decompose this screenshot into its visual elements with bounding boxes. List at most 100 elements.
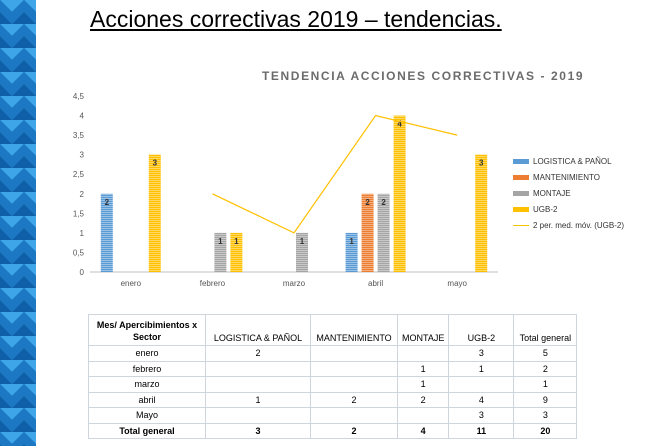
bar-logistica-pa-ol-enero [100,193,113,272]
bar-data-label: 1 [234,237,239,246]
table-cell: 1 [396,376,450,393]
row-label: febrero [88,360,206,377]
table-cell [396,345,450,362]
decorative-side-strip [0,0,36,446]
table-cell [205,360,311,377]
y-tick-label: 3 [80,151,85,160]
table-cell [310,407,398,424]
table-cell: 1 [396,360,450,377]
table-cell [310,345,398,362]
total-cell: 2 [310,422,398,439]
table-header-row: Mes/ Apercibimientos x Sector LOGISTICA … [88,314,578,346]
column-header-montaje: MONTAJE [396,314,450,346]
x-tick-label: marzo [283,279,306,288]
legend-item-ugb2: UGB-2 [513,201,624,217]
y-tick-label: 2,5 [73,170,85,179]
legend-item-trendline: 2 per. med. móv. (UGB-2) [513,217,624,233]
table-cell: 3 [448,345,515,362]
bar-mantenimiento-abril [361,193,374,272]
x-tick-label: mayo [447,279,467,288]
y-tick-label: 0,5 [73,248,85,257]
y-tick-label: 1 [80,229,85,238]
table-total-row: Total general 3 2 4 11 20 [88,422,578,439]
table-cell: 1 [513,376,578,393]
table-cell [310,360,398,377]
y-tick-label: 4,5 [73,92,85,101]
bar-data-label: 2 [105,198,110,207]
bar-logistica-pa-ol-abril [345,232,358,272]
bar-data-label: 3 [153,159,158,168]
total-cell: 20 [513,422,578,439]
bar-data-label: 2 [365,198,370,207]
column-header-ugb2: UGB-2 [448,314,515,346]
summary-table: Mes/ Apercibimientos x Sector LOGISTICA … [88,314,578,439]
table-row: abril 1 2 2 4 9 [88,391,578,408]
table-cell: 3 [448,407,515,424]
table-row: marzo 1 1 [88,376,578,393]
total-cell: 4 [396,422,450,439]
legend-item-montaje: MONTAJE [513,185,624,201]
y-tick-label: 3,5 [73,131,85,140]
y-tick-label: 0 [80,268,85,277]
row-label: enero [88,345,206,362]
bar-ugb-2-enero [148,154,161,272]
x-tick-label: abril [368,279,383,288]
legend-swatch-ugb2 [513,206,529,212]
chart-legend: LOGISTICA & PAÑOL MANTENIMIENTO MONTAJE … [513,153,624,233]
legend-swatch-montaje [513,190,529,196]
bar-ugb-2-febrero [230,232,243,272]
table-cell: 2 [513,360,578,377]
table-row: Mayo 3 3 [88,407,578,424]
bar-montaje-marzo [296,232,308,272]
table-cell: 3 [513,407,578,424]
legend-label-montaje: MONTAJE [533,188,571,198]
table-cell: 2 [310,391,398,408]
y-tick-label: 1,5 [73,209,85,218]
table-cell: 2 [396,391,450,408]
bar-montaje-febrero [214,232,227,272]
legend-swatch-trendline [513,224,529,226]
table-row: febrero 1 1 2 [88,360,578,377]
table-cell [205,407,311,424]
bar-data-label: 1 [218,237,223,246]
row-label: Mayo [88,407,206,424]
bar-data-label: 3 [479,159,484,168]
table-cell: 2 [205,345,311,362]
legend-swatch-logistica [513,158,529,164]
trendline-ugb2 [212,114,458,234]
bar-data-label: 1 [300,237,305,246]
table-cell [396,407,450,424]
legend-item-logistica: LOGISTICA & PAÑOL [513,153,624,169]
total-cell: 3 [205,422,311,439]
slide-title: Acciones correctivas 2019 – tendencias. [90,6,502,32]
bar-ugb-2-mayo [475,154,488,272]
bar-data-label: 1 [349,237,354,246]
legend-label-trendline: 2 per. med. móv. (UGB-2) [533,220,624,230]
bar-montaje-abril [377,193,390,272]
column-header-mantenimiento: MANTENIMIENTO [310,314,398,346]
x-tick-label: febrero [200,279,226,288]
legend-swatch-mantenimiento [513,174,529,180]
table-cell: 1 [205,391,311,408]
row-label: abril [88,391,206,408]
legend-label-ugb2: UGB-2 [533,204,558,214]
table-cell: 9 [513,391,578,408]
total-cell: 11 [448,422,515,439]
table-cell [205,376,311,393]
row-label: marzo [88,376,206,393]
table-row: enero 2 3 5 [88,345,578,362]
column-header-total: Total general [513,314,578,346]
bar-chart: 0 0,5 1 1,5 2 2,5 3 3,5 4 4,5 2 3 enero 1 1 febrero 1 mar… [73,92,498,288]
table-cell [310,376,398,393]
y-tick-label: 2 [80,190,85,199]
bar-ugb-2-abril [393,115,406,272]
bar-data-label: 2 [381,198,386,207]
chart-title: TENDENCIA ACCIONES CORRECTIVAS - 2019 [262,69,585,83]
table-row-header-label: Mes/ Apercibimientos x Sector [88,314,206,346]
table-cell: 4 [448,391,515,408]
table-cell [448,376,515,393]
column-header-logistica: LOGISTICA & PAÑOL [205,314,311,346]
legend-label-logistica: LOGISTICA & PAÑOL [533,156,612,166]
legend-item-mantenimiento: MANTENIMIENTO [513,169,624,185]
bar-data-label: 4 [397,120,402,129]
